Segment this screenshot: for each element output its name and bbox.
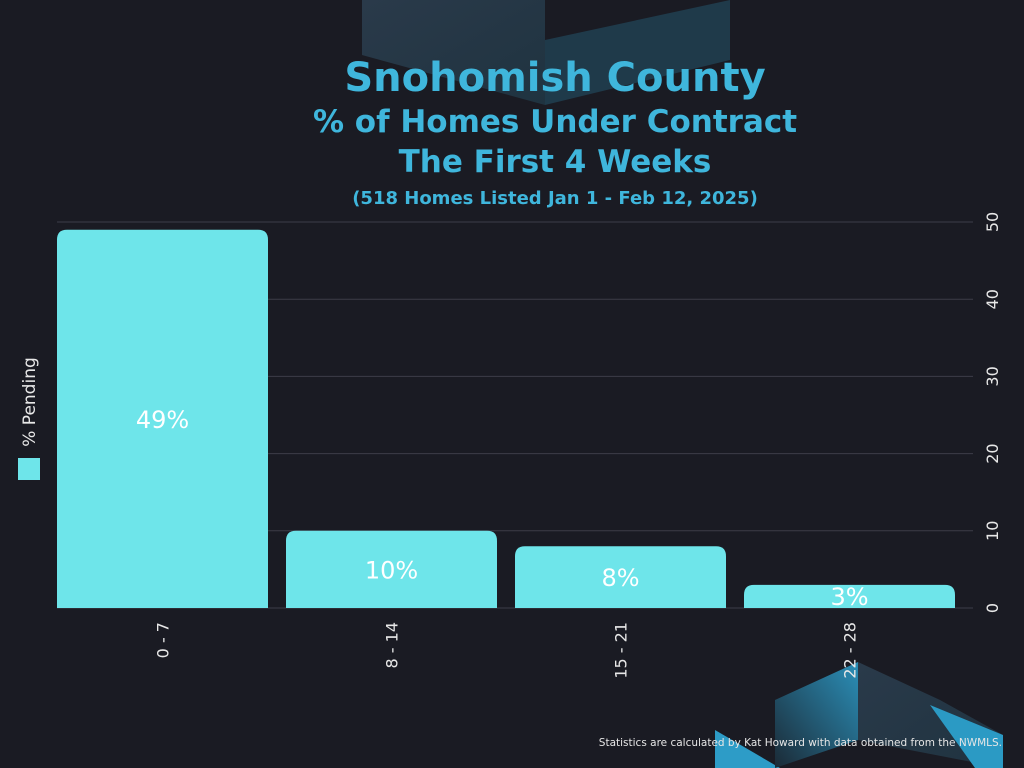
legend-swatch: [18, 458, 40, 480]
deco-shape-top-right: [545, 0, 730, 105]
chart-subtitle-2: The First 4 Weeks: [398, 144, 712, 180]
bar-value-label: 10%: [365, 556, 418, 584]
bar-value-label: 3%: [830, 583, 868, 611]
x-tick-label: 22 - 28: [841, 622, 860, 679]
y-tick-label: 0: [983, 603, 1002, 613]
bar-value-label: 49%: [136, 406, 189, 434]
legend-label: % Pending: [20, 357, 40, 447]
deco-shape-top-left: [362, 0, 545, 105]
chart-subtitle-3: (518 Homes Listed Jan 1 - Feb 12, 2025): [352, 188, 758, 209]
chart-title: Snohomish County: [344, 55, 766, 101]
bar: [515, 546, 726, 608]
y-tick-label: 20: [983, 443, 1002, 463]
x-tick-label: 15 - 21: [612, 622, 631, 679]
y-tick-label: 40: [983, 289, 1002, 309]
chart-title-block: Snohomish County % of Homes Under Contra…: [0, 54, 1024, 214]
bar-value-label: 8%: [601, 564, 639, 592]
y-tick-label: 10: [983, 521, 1002, 541]
bars: 49% 10% 8% 3%: [57, 229, 955, 611]
decorative-shapes: [362, 0, 1003, 768]
y-axis-ticks: 0 10 20 30 40 50: [983, 212, 1002, 613]
bar: [57, 229, 268, 608]
y-tick-label: 30: [983, 366, 1002, 386]
x-tick-label: 0 - 7: [154, 622, 173, 658]
bar: [744, 584, 955, 608]
bar: [286, 530, 497, 608]
x-tick-label: 8 - 14: [383, 622, 402, 668]
chart-subtitle-1: % of Homes Under Contract: [312, 104, 798, 140]
deco-shape-bottom-2: [775, 662, 858, 768]
deco-shape-bottom-4: [930, 705, 1003, 768]
deco-shape-bottom-1: [715, 730, 780, 768]
x-axis-ticks: 0 - 7 8 - 14 15 - 21 22 - 28: [154, 622, 860, 679]
y-tick-label: 50: [983, 212, 1002, 232]
footnote: Statistics are calculated by Kat Howard …: [598, 737, 1002, 749]
